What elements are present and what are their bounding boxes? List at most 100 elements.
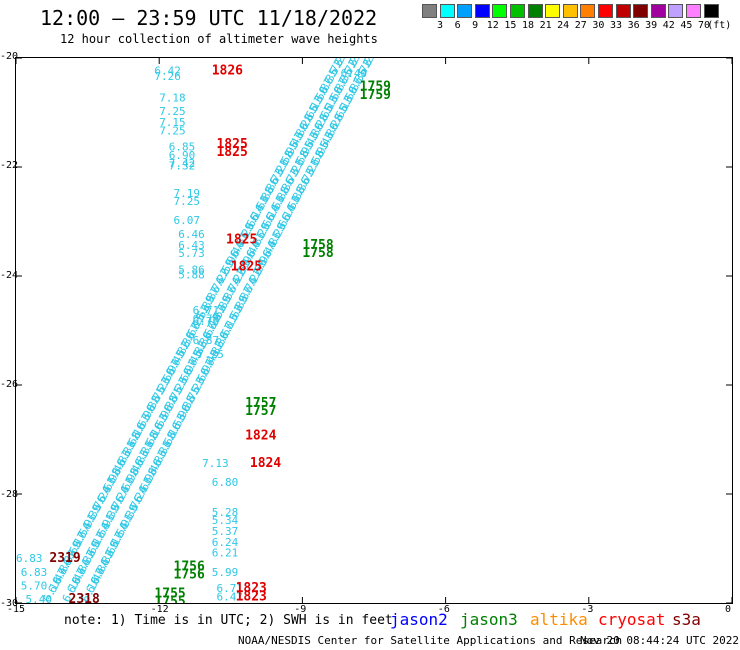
swh-value-label: 7.26: [154, 70, 181, 83]
color-scale-swatch: [474, 4, 490, 18]
swh-value-label: 6.80: [212, 476, 239, 489]
swh-value-label: 5.86: [178, 263, 205, 276]
swh-value-label: 7.42: [169, 157, 196, 170]
swh-value-label: 5.28: [212, 506, 239, 519]
longitude-tick-label: -9: [294, 604, 307, 615]
pass-time-label: 1757: [245, 396, 276, 411]
color-scale-label: 42: [662, 20, 675, 31]
swh-value-label: 6.87: [193, 334, 220, 347]
swh-value-label: 6.91: [345, 58, 372, 61]
swh-value-label: 6.71: [216, 582, 243, 595]
footer-timestamp: Nov 20 08:44:24 UTC 2022: [580, 634, 739, 647]
color-scale-swatch: [439, 4, 455, 18]
color-scale-swatch: [545, 4, 561, 18]
swh-value-label: 6.40: [341, 67, 368, 80]
swh-value-label: 6.47: [216, 590, 243, 603]
swh-value-label: 7.32: [169, 160, 196, 173]
pass-time-label: 1825: [231, 260, 262, 275]
latitude-tick-label: -30: [0, 598, 19, 609]
latitude-tick-label: -22: [0, 160, 19, 172]
swh-value-label: 6.76: [193, 315, 220, 328]
map-plot-area: 6.10 6.47 6.84 6.32 6.69 6.17 6.54 6.91 6.39 6.76…: [15, 30, 733, 614]
mission-legend-jason2: jason2: [390, 610, 448, 629]
swh-value-label: 5.99: [212, 566, 239, 579]
pass-time-label: 1759: [360, 88, 391, 103]
swh-value-label: 7.25: [174, 195, 201, 208]
footer-credit: NOAA/NESDIS Center for Satellite Applica…: [238, 634, 623, 647]
swh-value-label: 7.25: [159, 105, 186, 118]
color-scale-label: 3: [436, 20, 444, 31]
swh-value-label: 4.89: [26, 601, 53, 603]
pass-time-label: 1755: [154, 595, 185, 603]
swh-value-label: 5.73: [178, 247, 205, 260]
swh-value-label: 7.19: [174, 187, 201, 200]
pass-time-label: 1825: [216, 145, 247, 160]
pass-time-label: 1825: [216, 137, 247, 152]
color-scale-swatch: [527, 4, 543, 18]
color-scale-label: 15: [504, 20, 517, 31]
color-scale-swatch: [598, 4, 613, 18]
pass-time-label: 1758: [302, 246, 333, 261]
longitude-tick-label: -12: [150, 604, 169, 615]
color-scale-swatch: [650, 4, 666, 18]
legend-note: note: 1) Time is in UTC; 2) SWH is in fe…: [64, 613, 393, 628]
mission-legend-altika: altika: [530, 610, 588, 629]
swh-value-label: 7.13: [202, 457, 229, 470]
color-scale-unit: (ft): [707, 20, 732, 31]
latitude-tick-label: -24: [0, 269, 19, 281]
color-scale-swatch: [615, 4, 631, 18]
altimeter-track-map: 6.106.476.846.326.696.176.546.916.396.76…: [15, 30, 733, 614]
color-scale-label: 9: [472, 20, 479, 31]
pass-time-label: 1826: [212, 63, 243, 78]
swh-value-label: 6.90: [169, 149, 196, 162]
swh-value-label: 5.70: [21, 579, 47, 592]
color-scale-swatch: [510, 4, 525, 18]
swh-value-label: 6.43: [178, 239, 205, 252]
longitude-tick-label: 0: [725, 604, 732, 615]
longitude-tick-label: -6: [437, 604, 450, 615]
longitude-tick-label: -3: [581, 604, 594, 615]
color-scale-swatch: [580, 4, 596, 18]
pass-time-label: 1823: [236, 581, 267, 596]
swh-value-label: 5.34: [212, 514, 239, 527]
latitude-tick-label: -28: [0, 488, 19, 500]
mission-legend-s3a: s3a: [672, 610, 701, 629]
swh-value-label: 6.83: [21, 566, 47, 579]
swh-value-label: 6.85: [169, 141, 196, 154]
map-title: 12:00 – 23:59 UTC 11/18/2022: [40, 6, 378, 30]
swh-value-label: 7.25: [159, 124, 186, 137]
latitude-tick-label: -26: [0, 379, 19, 391]
pass-time-label: 2319: [49, 551, 80, 566]
color-scale-label: 45: [680, 20, 693, 31]
pass-time-label: 1824: [245, 429, 276, 444]
color-scale-label: 36: [627, 20, 640, 31]
mission-legend-cryosat: cryosat: [598, 610, 666, 629]
color-scale-label: 24: [557, 20, 570, 31]
color-scale-swatch: [422, 4, 437, 18]
pass-time-label: 1823: [236, 589, 267, 603]
color-scale-swatch: [457, 4, 473, 18]
pass-time-label: 1756: [174, 559, 205, 574]
pass-time-label: 1759: [360, 80, 391, 95]
color-scale-label: 27: [574, 20, 587, 31]
pass-time-label: 1757: [245, 404, 276, 419]
swh-value-label: 6.07: [174, 214, 201, 227]
color-scale-swatch: [492, 4, 508, 18]
swh-value-label: 6.46: [178, 228, 205, 241]
pass-time-label: 1756: [174, 567, 205, 582]
color-scale-label: 21: [539, 20, 552, 31]
swh-value-label: 6.42: [154, 64, 181, 77]
map-subtitle: 12 hour collection of altimeter wave hei…: [60, 32, 378, 46]
swh-value-label: 6.21: [212, 547, 239, 560]
swh-value-label: 5.40: [26, 593, 53, 603]
swh-value-label: 5.88: [178, 269, 205, 282]
color-scale-label: 39: [645, 20, 658, 31]
color-scale-swatch: [633, 4, 649, 18]
color-scale-label: 30: [592, 20, 605, 31]
swh-value-label: 6.83: [16, 552, 43, 565]
swh-value-label: 6.79: [193, 312, 220, 325]
latitude-tick-label: -20: [0, 51, 19, 62]
color-scale-label: 12: [486, 20, 499, 31]
pass-time-label: 1755: [154, 587, 185, 602]
swh-value-label: 6.24: [212, 536, 239, 549]
